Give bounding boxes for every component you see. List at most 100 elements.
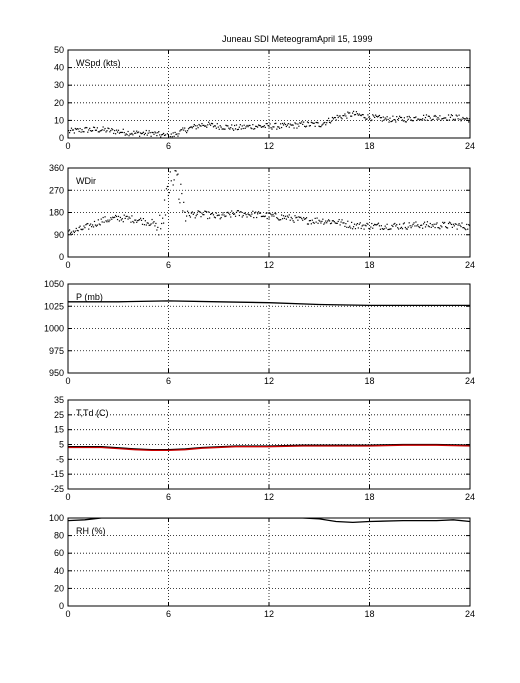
point-2-0-14 — [81, 229, 83, 231]
point-2-0-182 — [242, 214, 244, 217]
point-1-0-213 — [272, 126, 274, 128]
point-1-0-261 — [318, 125, 320, 127]
x-tick-label-3-2: 12 — [264, 376, 274, 386]
point-2-0-248 — [305, 217, 308, 219]
point-1-0-226 — [284, 123, 287, 126]
point-1-0-195 — [255, 125, 257, 127]
point-2-0-205 — [264, 215, 266, 217]
point-2-0-227 — [285, 218, 287, 220]
point-1-0-163 — [224, 128, 226, 130]
point-2-0-44 — [110, 217, 112, 219]
point-2-0-153 — [214, 217, 216, 219]
point-2-0-162 — [223, 214, 225, 216]
point-2-0-102 — [165, 188, 168, 190]
point-2-0-51 — [116, 218, 119, 221]
point-2-0-338 — [392, 225, 394, 228]
point-2-0-161 — [222, 212, 224, 214]
point-2-0-49 — [115, 214, 117, 217]
point-2-0-386 — [438, 227, 440, 229]
point-2-0-103 — [166, 185, 169, 188]
panel-2: 0 6 12 18 24 0 90 180 270 360 WDir — [49, 163, 475, 270]
point-1-0-204 — [263, 125, 265, 127]
point-1-0-367 — [420, 118, 422, 121]
point-2-0-118 — [181, 192, 183, 195]
point-2-0-230 — [288, 214, 290, 216]
point-1-0-1 — [68, 132, 71, 134]
point-2-0-398 — [449, 222, 452, 224]
point-2-0-364 — [417, 224, 419, 226]
point-2-0-137 — [199, 211, 201, 213]
point-2-0-29 — [95, 225, 98, 227]
y-tick-label-5-2: 40 — [54, 566, 64, 576]
point-1-0-310 — [365, 118, 367, 121]
y-tick-label-2-0: 0 — [59, 252, 64, 262]
point-2-0-132 — [194, 217, 196, 219]
point-2-0-360 — [413, 222, 415, 224]
point-2-0-19 — [86, 223, 88, 225]
point-2-0-264 — [321, 220, 323, 222]
point-1-0-382 — [434, 114, 436, 117]
point-2-0-138 — [200, 216, 202, 218]
point-2-0-312 — [367, 223, 369, 225]
point-1-0-141 — [203, 124, 205, 127]
point-2-0-303 — [358, 223, 360, 225]
point-1-0-11 — [78, 130, 80, 133]
point-2-0-295 — [351, 221, 353, 223]
point-1-0-34 — [100, 129, 102, 132]
point-1-0-264 — [321, 124, 323, 126]
point-1-0-340 — [394, 118, 396, 121]
x-tick-label-3-3: 18 — [364, 376, 374, 386]
x-tick-label-3-1: 6 — [166, 376, 171, 386]
point-2-0-347 — [400, 226, 403, 228]
point-2-0-125 — [187, 212, 190, 214]
point-2-0-36 — [102, 216, 104, 219]
point-1-0-156 — [217, 126, 219, 128]
point-1-0-393 — [445, 117, 447, 119]
point-2-0-208 — [267, 212, 269, 214]
point-1-0-223 — [281, 122, 284, 125]
point-2-0-70 — [135, 219, 137, 221]
point-2-0-129 — [191, 211, 193, 213]
point-2-0-89 — [153, 221, 155, 223]
point-2-0-174 — [234, 215, 237, 217]
point-1-0-93 — [157, 132, 159, 134]
point-2-0-314 — [369, 228, 371, 230]
point-2-0-368 — [421, 224, 423, 226]
panel-2-data — [68, 168, 470, 236]
point-1-0-208 — [267, 124, 269, 127]
point-1-0-143 — [205, 125, 207, 127]
y-tick-label-5-1: 20 — [54, 583, 64, 593]
point-1-0-28 — [94, 129, 97, 131]
point-1-0-40 — [106, 130, 108, 132]
point-2-0-201 — [260, 215, 263, 218]
point-2-0-211 — [270, 213, 272, 216]
point-1-0-98 — [162, 133, 164, 136]
point-2-0-128 — [190, 212, 193, 214]
point-1-0-168 — [229, 128, 231, 130]
point-1-0-103 — [166, 133, 169, 135]
point-1-0-313 — [368, 116, 370, 118]
point-2-0-240 — [298, 216, 300, 218]
point-2-0-308 — [363, 228, 365, 230]
point-1-0-15 — [82, 131, 84, 133]
point-1-0-231 — [289, 123, 291, 125]
point-1-0-369 — [422, 118, 424, 120]
point-1-0-17 — [84, 127, 86, 129]
point-1-0-90 — [154, 131, 156, 133]
point-1-0-42 — [108, 127, 110, 130]
point-2-0-382 — [434, 226, 436, 229]
point-1-0-247 — [304, 126, 307, 128]
point-1-0-255 — [312, 122, 314, 124]
y-tick-label-2-4: 360 — [49, 163, 64, 173]
point-1-0-234 — [292, 124, 294, 126]
point-1-0-333 — [387, 118, 389, 121]
point-2-0-85 — [149, 224, 151, 226]
point-1-0-72 — [137, 132, 139, 134]
point-2-0-141 — [203, 214, 205, 216]
point-2-0-307 — [362, 224, 364, 226]
point-2-0-282 — [338, 218, 340, 221]
point-1-0-320 — [375, 114, 377, 116]
point-2-0-353 — [406, 228, 408, 230]
